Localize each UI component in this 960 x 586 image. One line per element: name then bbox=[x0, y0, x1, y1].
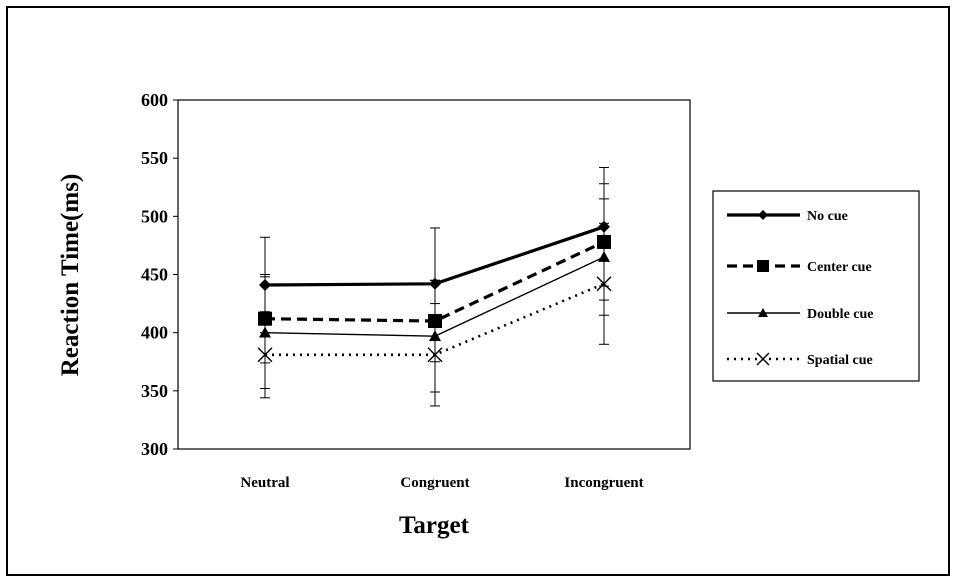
y-tick-label: 400 bbox=[141, 323, 168, 343]
legend-marker bbox=[756, 352, 770, 366]
data-point bbox=[259, 278, 271, 291]
y-tick-label: 300 bbox=[141, 439, 168, 459]
data-point bbox=[428, 314, 442, 329]
legend-marker bbox=[758, 210, 768, 220]
data-point bbox=[429, 330, 441, 341]
data-point bbox=[598, 220, 610, 233]
y-tick-label: 550 bbox=[141, 148, 168, 168]
y-tick-label: 350 bbox=[141, 381, 168, 401]
legend: No cue Center cue Double cue Spatial cue bbox=[712, 190, 920, 382]
legend-label: Center cue bbox=[807, 260, 872, 275]
data-point bbox=[596, 276, 612, 292]
y-tick-label: 600 bbox=[141, 90, 168, 110]
data-point bbox=[429, 277, 441, 290]
legend-label: Double cue bbox=[807, 307, 874, 322]
legend-marker bbox=[757, 260, 769, 272]
legend-label: No cue bbox=[807, 209, 848, 224]
series-line-2 bbox=[264, 240, 605, 323]
x-tick-label: Incongruent bbox=[564, 475, 643, 491]
y-tick-labels: 300 350 400 450 500 550 600 bbox=[141, 90, 168, 459]
x-axis-label: Target bbox=[399, 512, 470, 539]
legend-label: Spatial cue bbox=[807, 353, 873, 368]
y-tick-label: 450 bbox=[141, 265, 168, 285]
plot-area-border bbox=[177, 99, 691, 450]
axes bbox=[173, 99, 691, 450]
x-tick-label: Congruent bbox=[400, 475, 469, 491]
legend-marker bbox=[758, 308, 768, 317]
y-axis-label: Reaction Time(ms) bbox=[57, 174, 84, 377]
data-point bbox=[259, 326, 271, 338]
x-tick-labels: Neutral Congruent Incongruent bbox=[240, 475, 643, 491]
data-point bbox=[257, 347, 273, 363]
legend-box bbox=[712, 190, 920, 382]
data-point bbox=[427, 347, 443, 363]
x-tick-label: Neutral bbox=[240, 475, 289, 491]
data-point bbox=[598, 251, 610, 262]
y-tick-label: 500 bbox=[141, 206, 168, 226]
data-point bbox=[258, 311, 272, 326]
data-point bbox=[597, 234, 611, 249]
series-markers bbox=[257, 220, 612, 363]
